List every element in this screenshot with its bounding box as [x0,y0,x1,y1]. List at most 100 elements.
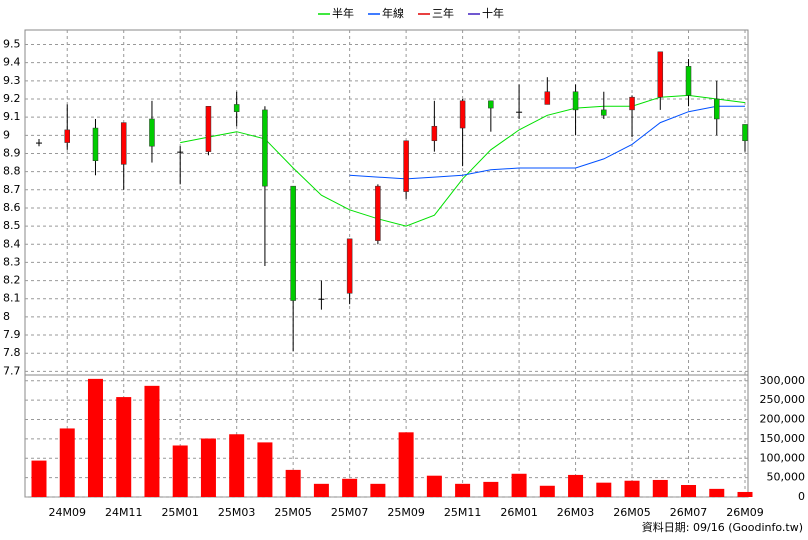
x-tick-label: 24M11 [105,506,143,519]
y-tick-label: 9.5 [3,38,21,51]
candle-body [572,91,579,111]
volume-bar [426,475,442,497]
candle-body [685,66,692,96]
volume-bar [681,484,697,497]
y2-tick-label: 150,000 [760,432,806,445]
candle-body [149,118,155,147]
y-tick-label: 8.7 [3,183,21,196]
candle-body [375,185,381,241]
y2-tick-label: 300,000 [760,374,806,387]
volume-bar [370,483,386,497]
volume-bar [455,483,471,497]
volume-bar [483,481,499,497]
candle-body [177,151,184,153]
volume-bar [539,485,555,497]
y2-tick-label: 100,000 [760,451,806,464]
candle-body [629,96,635,111]
x-tick-label: 26M01 [500,506,538,519]
candle-body [36,142,42,144]
candle-body [262,109,268,187]
volume-bar [709,488,725,497]
x-tick-label: 26M03 [557,506,595,519]
x-tick-label: 25M05 [274,506,312,519]
x-tick-label: 24M09 [48,506,86,519]
ma-line [349,105,745,180]
y-tick-label: 8.3 [3,255,21,268]
y-tick-label: 8.9 [3,146,21,159]
legend: 半年 年線 三年 十年 [318,6,504,20]
candle-body [601,109,607,116]
candle-body [205,106,212,152]
legend-label: 半年 [332,6,354,20]
y2-tick-label: 50,000 [767,471,806,484]
y-tick-label: 8.5 [3,219,21,232]
footer: 資料日期: 09/16 (Goodinfo.tw) [642,520,803,534]
legend-label: 年線 [382,6,404,20]
candle-body [657,51,664,98]
volume-bar [87,378,103,497]
y2-tick-label: 0 [798,490,805,503]
y-tick-label: 7.9 [3,328,21,341]
candle-body [233,104,240,112]
volume-bar [285,469,301,497]
candle-body [544,91,551,105]
y-tick-label: 9.3 [3,74,21,87]
volume-bar [31,460,47,497]
volume-bar [737,491,753,497]
legend-label: 三年 [432,6,454,20]
x-tick-label: 25M03 [218,506,256,519]
volume-bar [624,480,640,497]
candle-body [714,98,720,120]
volume-bar [257,442,273,497]
y-tick-label: 8.4 [3,237,21,250]
candle-body [64,129,70,143]
volume-bar [172,445,188,497]
volume-bar [59,428,75,497]
candle-body [92,127,99,161]
volume-bar [596,482,612,497]
y-tick-label: 7.7 [3,364,21,377]
volume-bar [342,478,358,497]
candle-body [488,100,494,109]
candle-body [346,238,353,294]
volume-bar [313,483,329,497]
ma-line [180,94,746,227]
y-tick-label: 8.8 [3,165,21,178]
volume-bar [116,397,132,497]
x-tick-label: 26M05 [613,506,651,519]
volume-bar [398,432,414,497]
y-tick-label: 9.2 [3,92,21,105]
candle-body [742,124,748,142]
y-tick-label: 8.1 [3,292,21,305]
x-tick-label: 25M01 [161,506,199,519]
volume-bar [652,479,668,497]
plot-frame [24,29,749,498]
x-tick-label: 25M09 [387,506,425,519]
candle-body [318,298,325,300]
candle-body [516,111,523,113]
volume-bar [144,385,160,497]
candle-body [120,122,127,165]
y-tick-label: 9 [3,128,10,141]
y-tick-label: 8.6 [3,201,21,214]
x-tick-label: 25M07 [331,506,369,519]
candle-body [290,185,296,301]
y-tick-label: 9.1 [3,110,21,123]
legend-label: 十年 [482,6,504,20]
volume-bar [568,474,584,497]
volume-bar [229,434,245,497]
y-tick-label: 7.8 [3,346,21,359]
candle-body [459,100,466,129]
x-tick-label: 26M09 [726,506,764,519]
volume-bar [200,438,216,497]
y-tick-label: 9.4 [3,56,21,69]
x-tick-label: 26M07 [670,506,708,519]
y2-tick-label: 250,000 [760,393,806,406]
candle-body [403,140,409,192]
candle-body [431,125,438,142]
y2-tick-label: 200,000 [760,413,806,426]
x-tick-label: 25M11 [444,506,482,519]
volume-bar [511,473,527,497]
y-tick-label: 8.2 [3,274,21,287]
